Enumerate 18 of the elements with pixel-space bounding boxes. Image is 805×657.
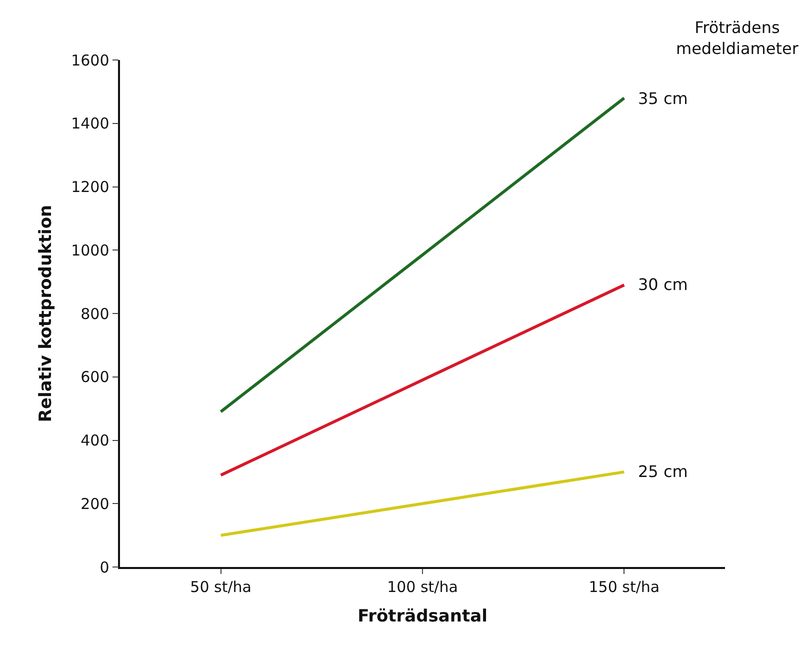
y-tick-label: 200 [80,494,110,513]
y-tick-label: 400 [80,432,110,450]
series-label: 35 cm [638,89,688,108]
y-tick-label: 0 [100,558,110,576]
y-tick-label: 1600 [71,51,110,70]
x-axis-title: Fröträdsantal [358,606,488,627]
series-label: 25 cm [638,462,688,481]
x-tick-label: 100 st/ha [387,578,458,596]
y-tick-label: 1000 [71,241,110,260]
y-tick-label: 800 [80,304,110,323]
y-tick-label: 600 [80,368,110,386]
y-axis-title: Relativ kottproduktion [36,204,56,422]
x-tick-label: 50 st/ha [190,578,252,596]
series-label: 30 cm [638,275,688,294]
x-tick-label: 150 st/ha [588,578,660,596]
legend-title: Fröträdens medeldiameter [676,18,799,58]
y-tick-label: 1400 [71,114,110,133]
y-tick-label: 1200 [71,178,110,196]
